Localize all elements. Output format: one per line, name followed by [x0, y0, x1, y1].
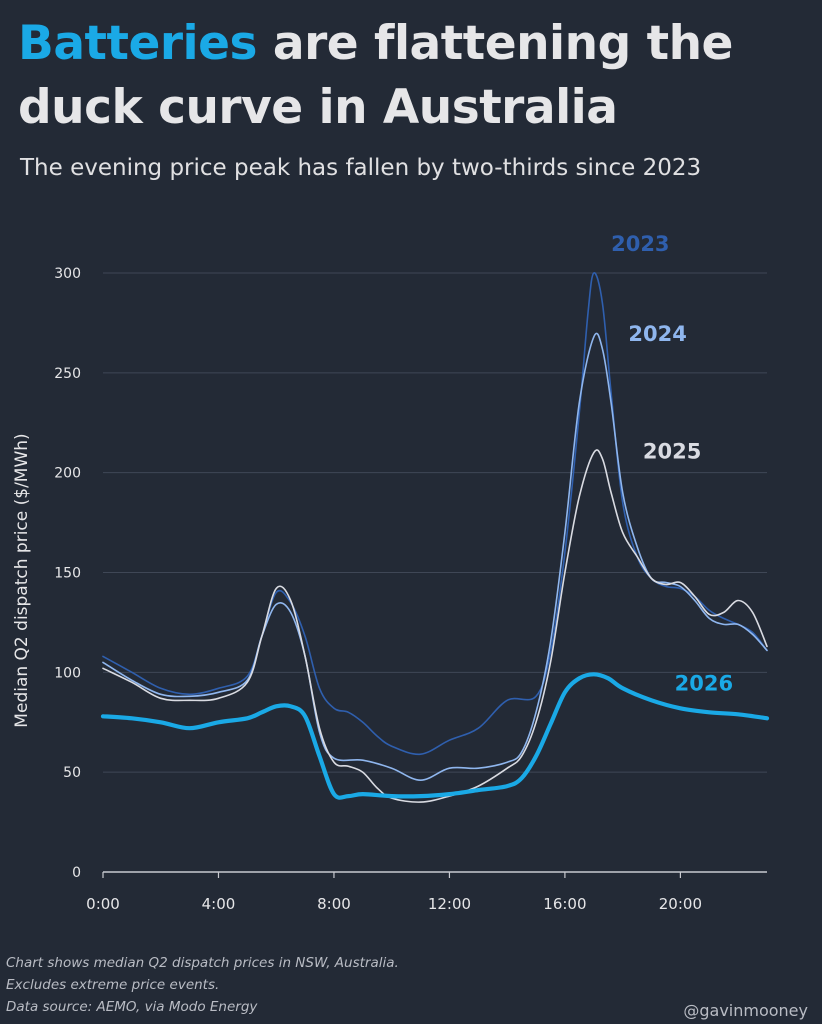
x-tick-label-0: 0:00	[86, 895, 120, 913]
y-tick-label-200: 200	[54, 466, 81, 482]
series-label-2024: 2024	[628, 322, 686, 346]
series-label-2026: 2026	[675, 671, 733, 695]
series-line-2025	[102, 449, 768, 803]
series-labels: 2023 2024 2025 2026	[611, 232, 733, 695]
series-label-2025: 2025	[643, 440, 701, 464]
y-tick-label-50: 50	[63, 765, 81, 781]
axes: Median Q2 dispatch price ($/MWh) 0 50 100 1…	[12, 266, 767, 913]
series-line-2026	[100, 672, 770, 800]
y-tick-label-100: 100	[54, 665, 81, 681]
x-tick-label-20: 20:00	[659, 895, 702, 913]
x-tick-label-8: 8:00	[317, 895, 351, 913]
x-tick-label-16: 16:00	[543, 895, 586, 913]
y-tick-label-250: 250	[54, 366, 81, 382]
author-handle: @gavinmooney	[683, 1001, 808, 1020]
footnote-line-2: Excludes extreme price events.	[6, 977, 220, 993]
chart-title: Batteries are flattening the duck curve …	[18, 12, 808, 140]
series-lines	[100, 272, 770, 803]
footnote-source: Data source: AEMO, via Modo Energy	[6, 999, 258, 1015]
footnote: Chart shows median Q2 dispatch prices in…	[6, 952, 399, 1018]
title-highlight: Batteries	[18, 16, 258, 71]
title-rest: are flattening the duck curve in Austral…	[18, 16, 733, 135]
x-tick-label-4: 4:00	[202, 895, 236, 913]
gridlines	[103, 272, 767, 773]
series-line-2024	[102, 332, 768, 781]
series-label-2023: 2023	[611, 232, 669, 256]
y-tick-label-300: 300	[54, 266, 81, 282]
chart-subtitle: The evening price peak has fallen by two…	[20, 155, 702, 181]
y-tick-label-150: 150	[54, 566, 81, 582]
price-chart: Median Q2 dispatch price ($/MWh) 0 50 100 1…	[12, 232, 770, 913]
y-axis-label: Median Q2 dispatch price ($/MWh)	[12, 433, 32, 727]
y-tick-label-0: 0	[72, 865, 81, 881]
x-tick-label-12: 12:00	[428, 895, 471, 913]
footnote-line-1: Chart shows median Q2 dispatch prices in…	[6, 955, 399, 971]
